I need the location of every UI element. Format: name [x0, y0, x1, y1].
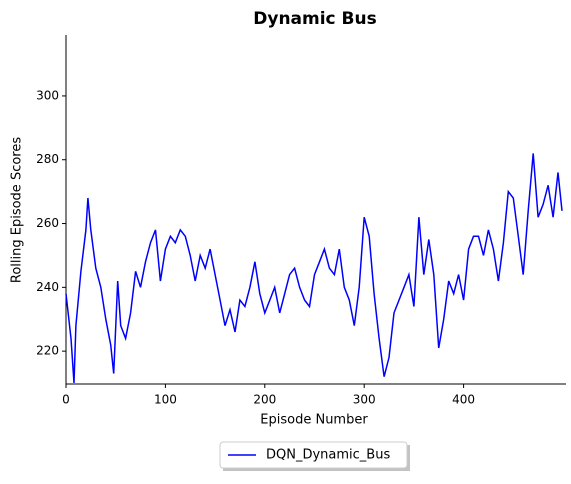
legend	[219, 441, 408, 469]
y-axis-label: Rolling Episode Scores	[10, 137, 25, 283]
y-tick-label: 220	[36, 344, 59, 358]
y-tick-label: 280	[36, 152, 59, 166]
x-tick-label: 0	[62, 393, 70, 407]
chart-title: Dynamic Bus	[253, 9, 376, 29]
line	[65, 153, 563, 384]
x-tick-label: 300	[353, 393, 376, 407]
x-tick-label: 400	[452, 393, 475, 407]
y-tick-label: 260	[36, 216, 59, 230]
x-tick-label: 100	[154, 393, 177, 407]
legend-label: DQN_Dynamic_Bus	[266, 448, 390, 463]
x-axis-label: Episode Number	[260, 413, 368, 428]
y-tick-label: 240	[36, 280, 59, 294]
y-tick-label: 300	[36, 88, 59, 102]
x-tick-label: 200	[253, 393, 276, 407]
